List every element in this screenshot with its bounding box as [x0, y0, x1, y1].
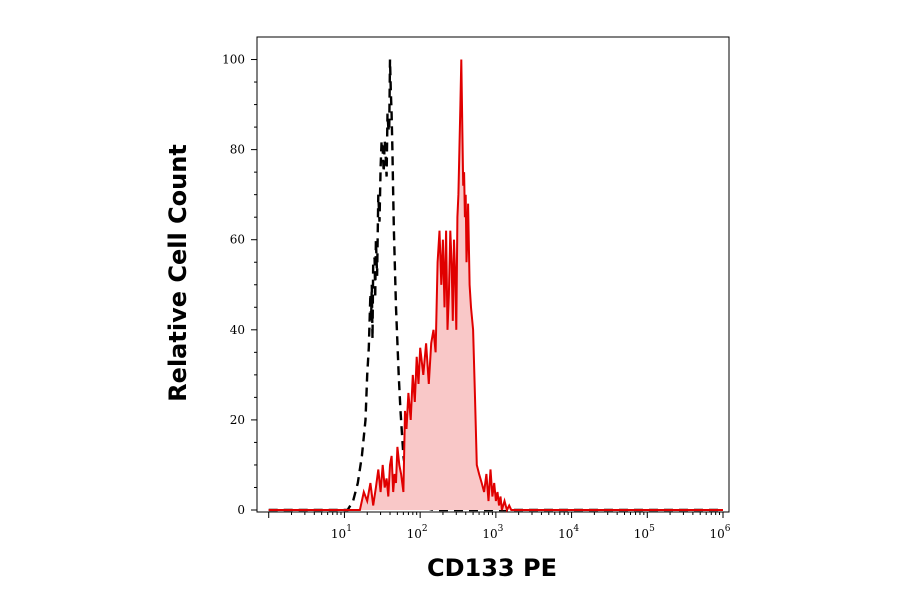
plot-area: 0 20 40 60 80 100 101 102 103 104 105 106 [222, 36, 731, 541]
y-tick-label-40: 40 [230, 323, 245, 337]
series-1-line [268, 59, 723, 512]
x-tick-label-4: 104 [558, 524, 579, 541]
x-tick-label-3: 103 [482, 524, 503, 541]
plot-frame [256, 36, 730, 513]
y-tick-label-20: 20 [230, 413, 245, 427]
y-tick-label-100: 100 [222, 53, 245, 67]
x-tick-label-6: 106 [709, 524, 730, 541]
y-tick-label-80: 80 [230, 143, 245, 157]
y-axis-title: Relative Cell Count [164, 144, 192, 402]
series-2-line [268, 59, 723, 513]
series-2-fill [268, 59, 723, 510]
x-tick-label-1: 101 [331, 524, 352, 541]
y-tick-label-60: 60 [230, 233, 245, 247]
x-tick-label-5: 105 [634, 524, 655, 541]
x-tick-label-2: 102 [407, 524, 428, 541]
x-axis-title: CD133 PE [427, 554, 557, 582]
y-tick-label-0: 0 [237, 503, 245, 517]
